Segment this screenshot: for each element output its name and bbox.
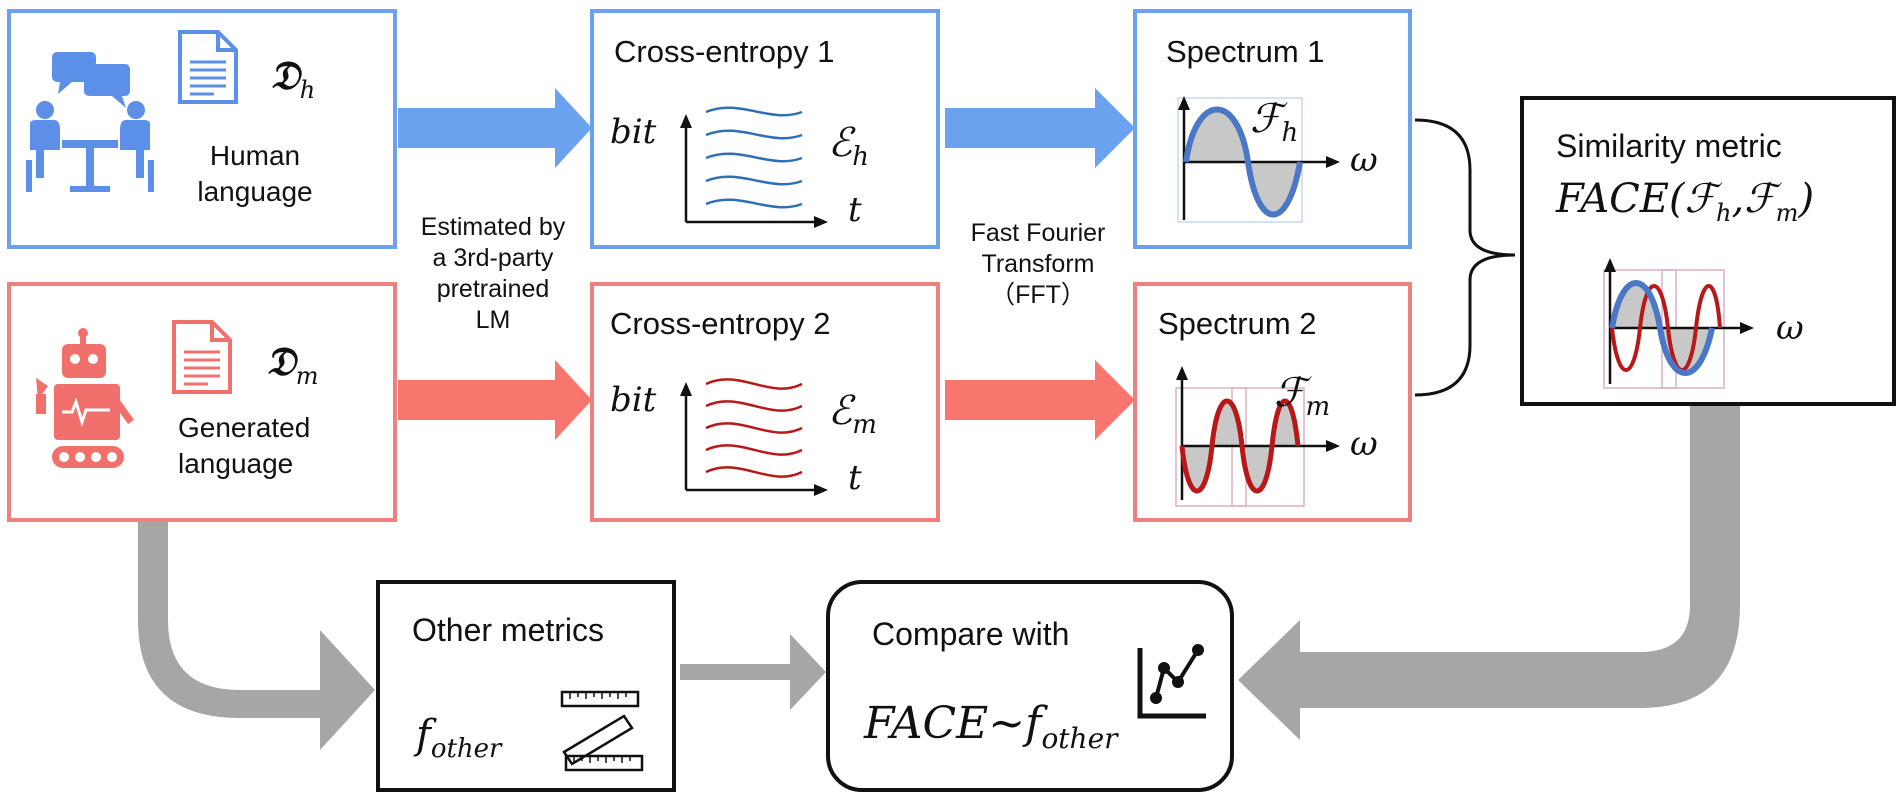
estimated-line3: pretrained <box>436 275 550 303</box>
human-data-symbol: 𝔇h <box>270 52 316 104</box>
estimated-note: Estimated by a 3rd-party pretrained LM <box>398 212 588 336</box>
merge-brace <box>1414 118 1516 397</box>
fft-line2: Transform <box>981 250 1095 278</box>
ce1-box <box>590 9 940 249</box>
gray-arrow-similarity-to-compare <box>1238 405 1740 740</box>
similarity-title: Similarity metric <box>1556 128 1782 164</box>
fft-line1: Fast Fourier <box>970 219 1106 247</box>
ce2-symbol: ℰm <box>828 388 877 440</box>
sp2-symbol: ℱm <box>1274 370 1331 422</box>
compare-title: Compare with <box>872 616 1070 652</box>
gray-flow-arrows <box>138 405 1740 750</box>
blue-arrow-ce1-to-sp1 <box>945 88 1135 168</box>
similarity-formula: FACE(ℱh,ℱm) <box>1556 176 1815 227</box>
human-label-line1: Human <box>209 140 301 171</box>
blue-arrow-human-to-ce1 <box>398 88 592 168</box>
human-label-line2: language <box>197 176 313 207</box>
estimated-line2: a 3rd-party <box>432 244 554 272</box>
sp2-title: Spectrum 2 <box>1158 306 1317 341</box>
ce1-chart <box>680 106 828 228</box>
compare-formula: FACE~fother <box>864 698 1118 755</box>
red-arrow-generated-to-ce2 <box>398 360 592 440</box>
sp2-xlabel: ω <box>1350 424 1378 464</box>
human-box <box>7 9 397 249</box>
red-arrow-ce2-to-sp2 <box>945 360 1135 440</box>
generated-label-line1: Generated <box>178 412 311 443</box>
generated-label-line2: language <box>178 448 294 479</box>
other-metrics-title: Other metrics <box>412 612 605 648</box>
people-meeting-icon <box>26 52 154 192</box>
estimated-line4: LM <box>475 306 511 334</box>
sp1-xlabel: ω <box>1350 140 1378 180</box>
similarity-chart <box>1603 258 1754 389</box>
fft-line3: （FFT） <box>990 281 1086 309</box>
document-icon <box>178 30 238 104</box>
similarity-box <box>1520 96 1896 406</box>
document-icon <box>172 320 232 394</box>
ce2-chart <box>680 378 828 496</box>
line-chart-icon <box>1137 644 1206 719</box>
ce1-curves <box>705 106 803 209</box>
sp1-title: Spectrum 1 <box>1166 34 1325 69</box>
fft-note: Fast Fourier Transform （FFT） <box>940 218 1136 311</box>
ce1-xlabel: t <box>848 190 862 230</box>
other-metrics-symbol: fother <box>416 712 502 764</box>
sp2-chart <box>1175 366 1340 507</box>
robot-icon <box>36 328 134 468</box>
flow-arrows <box>398 88 1135 440</box>
human-label: Human language <box>185 138 325 210</box>
ce2-title: Cross-entropy 2 <box>610 306 831 341</box>
ce2-box <box>590 282 940 522</box>
ce2-xlabel: t <box>848 458 862 498</box>
ruler-icon <box>560 690 644 772</box>
ce2-ylabel: bit <box>610 380 657 420</box>
ce1-ylabel: bit <box>610 112 657 152</box>
sp1-chart <box>1177 96 1340 223</box>
estimated-line1: Estimated by <box>420 213 566 241</box>
ce1-symbol: ℰh <box>828 120 869 172</box>
generated-label: Generated language <box>178 410 310 482</box>
generated-data-symbol: 𝔇m <box>266 338 319 390</box>
gray-arrow-generated-to-other <box>138 520 375 750</box>
ce1-title: Cross-entropy 1 <box>614 34 835 69</box>
sp1-symbol: ℱh <box>1250 96 1299 148</box>
similarity-xlabel: ω <box>1776 308 1804 348</box>
compare-box <box>826 580 1234 792</box>
gray-arrow-other-to-compare <box>680 634 826 710</box>
ce2-curves <box>705 378 803 478</box>
